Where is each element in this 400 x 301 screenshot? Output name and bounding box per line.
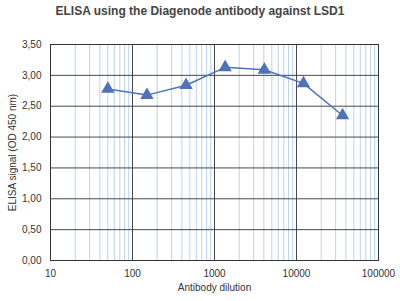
- svg-text:Antibody dilution: Antibody dilution: [178, 282, 251, 293]
- svg-text:0,00: 0,00: [22, 255, 42, 266]
- svg-text:10000: 10000: [283, 268, 311, 279]
- svg-text:3,50: 3,50: [22, 39, 42, 50]
- svg-text:1,00: 1,00: [22, 193, 42, 204]
- svg-text:2,50: 2,50: [22, 100, 42, 111]
- html-text:ELISA using the Diagenode anti: ELISA using the Diagenode antibody again…: [55, 4, 345, 18]
- svg-text:10: 10: [45, 268, 57, 279]
- svg-text:0,50: 0,50: [22, 224, 42, 235]
- svg-text:1000: 1000: [203, 268, 226, 279]
- svg-text:100000: 100000: [362, 268, 396, 279]
- svg-text:100: 100: [124, 268, 141, 279]
- svg-text:3,00: 3,00: [22, 70, 42, 81]
- svg-text:ELISA signal (OD 450 nm): ELISA signal (OD 450 nm): [7, 94, 18, 211]
- svg-text:1,50: 1,50: [22, 162, 42, 173]
- svg-text:2,00: 2,00: [22, 131, 42, 142]
